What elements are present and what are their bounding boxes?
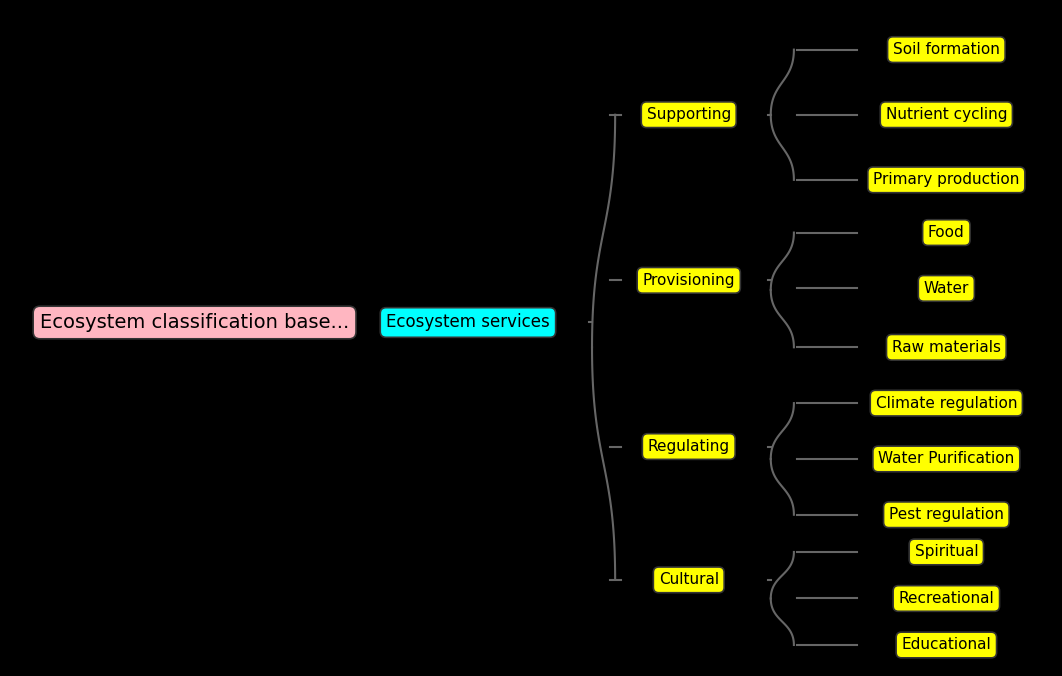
Text: Water Purification: Water Purification xyxy=(878,452,1014,466)
Text: Supporting: Supporting xyxy=(647,107,731,122)
Text: Water: Water xyxy=(924,281,969,296)
Text: Food: Food xyxy=(928,225,964,240)
Text: Ecosystem classification base...: Ecosystem classification base... xyxy=(40,313,349,332)
Text: Cultural: Cultural xyxy=(658,573,719,587)
Text: Primary production: Primary production xyxy=(873,172,1020,187)
Text: Provisioning: Provisioning xyxy=(643,273,735,288)
Text: Regulating: Regulating xyxy=(648,439,730,454)
Text: Recreational: Recreational xyxy=(898,591,994,606)
Text: Educational: Educational xyxy=(902,637,991,652)
Text: Soil formation: Soil formation xyxy=(893,42,999,57)
Text: Ecosystem services: Ecosystem services xyxy=(387,314,550,331)
Text: Pest regulation: Pest regulation xyxy=(889,507,1004,523)
Text: Climate regulation: Climate regulation xyxy=(875,395,1017,410)
Text: Raw materials: Raw materials xyxy=(892,340,1000,355)
Text: Spiritual: Spiritual xyxy=(914,544,978,560)
Text: Nutrient cycling: Nutrient cycling xyxy=(886,107,1007,122)
